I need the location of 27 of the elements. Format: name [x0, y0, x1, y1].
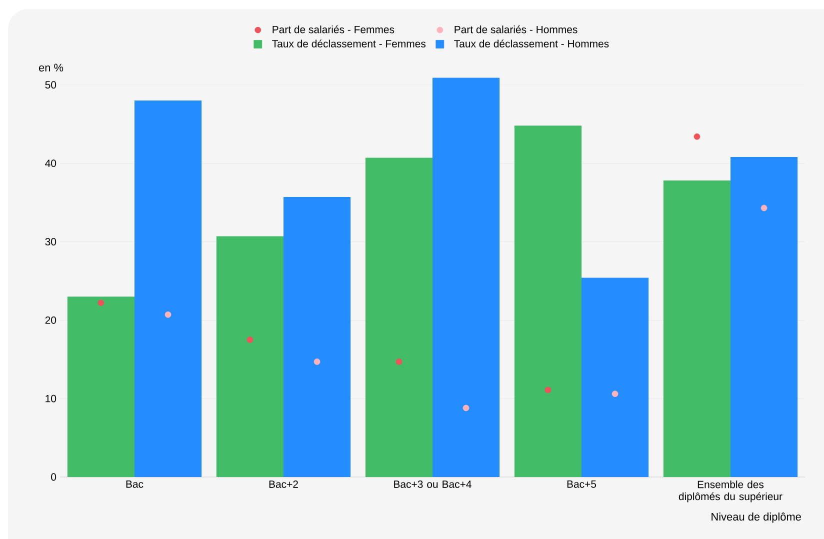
y-axis-title: en %: [38, 64, 64, 72]
legend-label: Taux de déclassement - Hommes: [454, 40, 609, 48]
legend-label: Part de salariés - Femmes: [272, 25, 394, 34]
legend-label: Taux de déclassement - Femmes: [272, 40, 426, 48]
x-tick-label: Bac: [126, 480, 144, 488]
bar: [514, 126, 582, 477]
x-tick-label: Bac+3 ou Bac+4: [394, 480, 472, 488]
legend-label: Part de salariés - Hommes: [454, 25, 578, 34]
bar: [365, 158, 433, 477]
x-tick-label: Bac+2: [269, 480, 298, 488]
y-tick-label: 20: [45, 316, 56, 324]
y-tick-label: 50: [45, 81, 56, 89]
x-tick-label: Bac+5: [567, 480, 596, 488]
y-tick-label: 0: [51, 473, 56, 481]
bar: [284, 197, 351, 477]
bar: [432, 78, 500, 477]
x-tick-label: Ensemble des diplômés du supérieur: [678, 480, 782, 502]
bar: [134, 100, 202, 477]
bar: [582, 278, 649, 477]
x-axis-title: Niveau de diplôme: [712, 512, 801, 523]
y-tick-label: 10: [46, 394, 56, 402]
bar: [730, 157, 798, 477]
y-tick-label: 40: [45, 160, 56, 167]
bar: [67, 296, 134, 477]
bar: [216, 236, 284, 477]
bar: [663, 180, 731, 477]
y-tick-label: 30: [45, 238, 56, 246]
